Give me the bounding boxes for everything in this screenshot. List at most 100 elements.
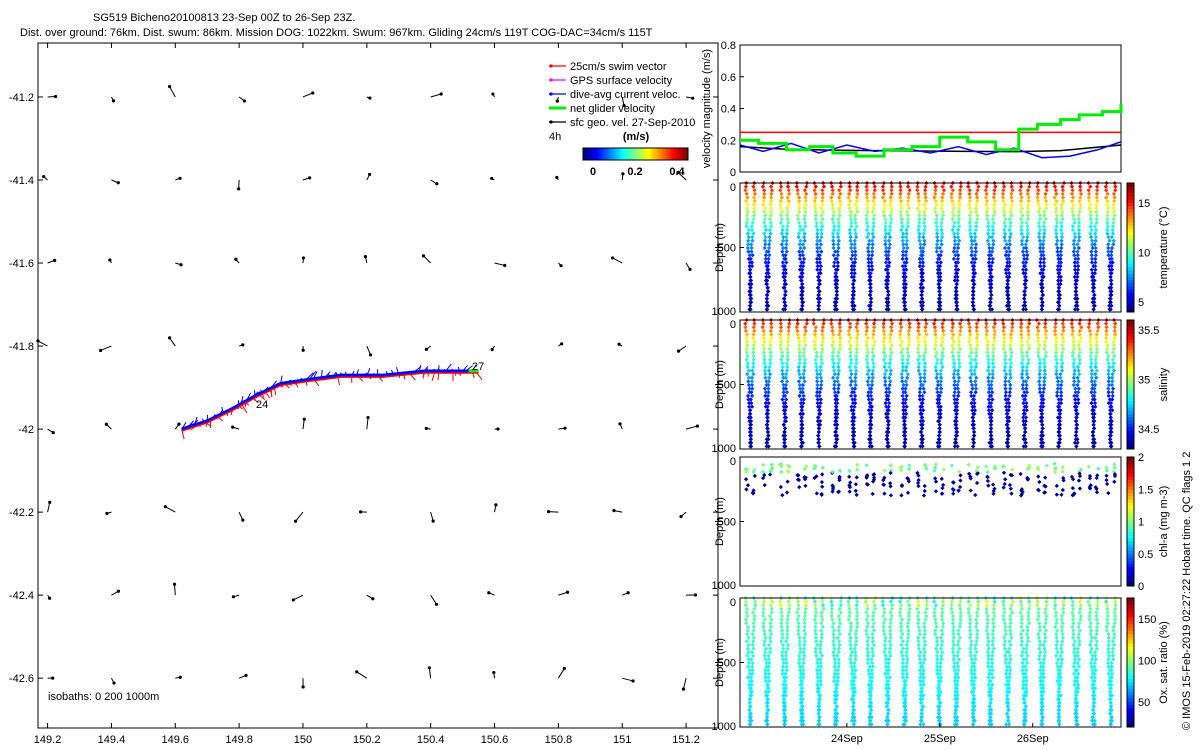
profile-sample (764, 282, 770, 287)
profile-sample (1006, 404, 1012, 409)
profile-sample (1106, 372, 1111, 377)
profile-sample (1054, 357, 1059, 362)
profile-sample (886, 697, 891, 702)
profile-sample (973, 357, 978, 362)
profile-sample (919, 715, 924, 720)
profile-sample (955, 386, 961, 391)
profile-sample (836, 235, 841, 240)
profile-sample (1111, 343, 1117, 348)
profile-sample (802, 621, 807, 626)
profile-sample (1040, 292, 1046, 298)
profile-sample (820, 603, 826, 608)
profile-sample (899, 493, 904, 498)
profile-sample (870, 231, 875, 236)
profile-sample (970, 292, 976, 298)
profile-sample (1109, 263, 1114, 269)
profile-sample (918, 722, 923, 727)
profile-sample (782, 411, 787, 417)
profile-sample (905, 635, 911, 640)
profile-sample (831, 628, 837, 633)
profile-sample (744, 335, 749, 341)
profile-sample (934, 350, 939, 355)
profile-sample (906, 628, 911, 633)
profile-sample (1104, 325, 1109, 330)
profile-sample (922, 628, 927, 633)
profile-sample (848, 368, 853, 373)
profile-sample (1111, 202, 1116, 207)
profile-sample (819, 350, 824, 355)
profile-sample (1006, 400, 1012, 406)
profile-sample (766, 675, 771, 680)
profile-sample (747, 263, 752, 269)
profile-sample (1111, 206, 1116, 211)
profile-sample (973, 379, 978, 384)
profile-sample (1023, 419, 1028, 424)
profile-sample (798, 429, 804, 435)
profile-sample (783, 382, 789, 388)
profile-sample (1054, 483, 1059, 489)
profile-sample (745, 483, 751, 488)
profile-sample (1105, 231, 1110, 236)
profile-sample (915, 613, 921, 619)
profile-sample (952, 245, 957, 251)
profile-sample (855, 332, 860, 337)
colorbar-cell (1127, 186, 1134, 190)
profile-sample (832, 390, 838, 395)
profile-sample (838, 184, 844, 189)
profile-sample (1073, 296, 1078, 301)
profile-sample (866, 635, 871, 640)
sfc-velocity-arrowhead (691, 96, 695, 100)
profile-sample (782, 437, 787, 442)
profile-sample (853, 256, 858, 261)
profile-sample (745, 361, 751, 366)
profile-sample (1077, 235, 1082, 240)
profile-sample (785, 635, 790, 640)
profile-sample (968, 379, 974, 384)
profile-sample (933, 332, 938, 337)
profile-sample (800, 390, 805, 395)
profile-sample (797, 653, 802, 658)
profile-sample (1104, 328, 1109, 333)
profile-sample (903, 711, 908, 716)
profile-sample (905, 361, 910, 366)
profile-sample (819, 235, 824, 240)
profile-sample (970, 256, 976, 261)
x-tick-label: 149.2 (34, 734, 62, 746)
profile-sample (922, 483, 927, 489)
profile-sample (746, 368, 752, 373)
sfc-velocity-arrowhead (231, 595, 236, 599)
profile-sample (831, 235, 836, 240)
profile-sample (941, 467, 946, 472)
profile-sample (1106, 242, 1111, 247)
profile-sample (1054, 224, 1059, 229)
profile-sample (1089, 235, 1094, 240)
profile-sample (1093, 245, 1098, 251)
profile-sample (1071, 242, 1076, 247)
colorbar-cell (1127, 212, 1134, 216)
profile-sample (906, 617, 911, 622)
profile-sample (829, 198, 834, 204)
profile-sample (820, 191, 825, 196)
profile-sample (888, 621, 893, 626)
profile-sample (815, 249, 820, 254)
profile-sample (883, 653, 888, 658)
profile-sample (797, 249, 802, 254)
profile-sample (900, 379, 905, 384)
profile-sample (915, 206, 920, 211)
profile-sample (1024, 256, 1030, 261)
profile-sample (906, 339, 912, 344)
profile-sample (780, 492, 785, 498)
profile-sample (834, 282, 839, 287)
profile-sample (954, 296, 959, 301)
colorbar-cell (604, 148, 607, 160)
profile-sample (1041, 256, 1047, 261)
profile-sample (888, 610, 893, 615)
profile-sample (1040, 285, 1045, 290)
profile-sample (812, 332, 818, 337)
profile-sample (1107, 300, 1113, 305)
profile-sample (967, 202, 972, 207)
profile-sample (1021, 267, 1026, 272)
profile-sample (938, 271, 943, 276)
profile-sample (949, 195, 954, 200)
profile-sample (870, 249, 875, 254)
